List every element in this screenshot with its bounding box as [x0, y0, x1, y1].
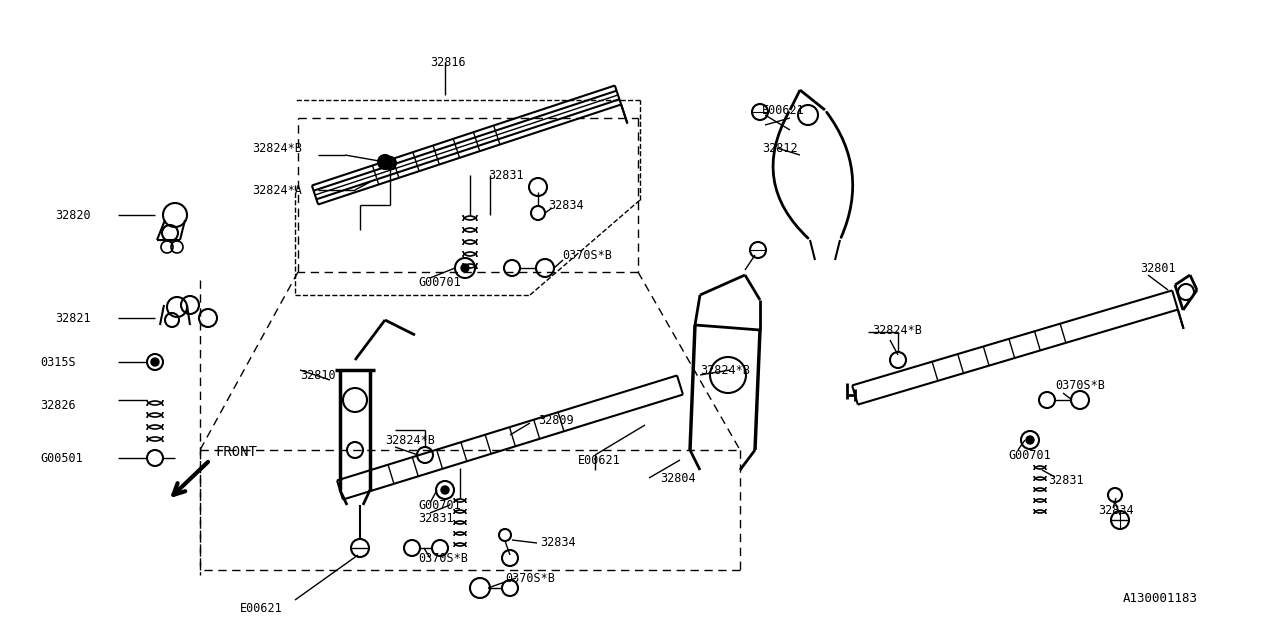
Circle shape	[151, 358, 159, 366]
Text: 0370S*B: 0370S*B	[562, 248, 612, 262]
Text: 32831: 32831	[419, 511, 453, 525]
Text: 32834: 32834	[1098, 504, 1134, 516]
Circle shape	[378, 155, 392, 169]
Text: 32804: 32804	[660, 472, 695, 484]
Text: 32824*B: 32824*B	[872, 323, 922, 337]
Text: G00701: G00701	[419, 499, 461, 511]
Text: E00621: E00621	[579, 454, 621, 467]
Circle shape	[1027, 436, 1034, 444]
Circle shape	[442, 486, 449, 494]
Text: 32824*B: 32824*B	[700, 364, 750, 376]
Text: E00621: E00621	[241, 602, 283, 614]
Text: G00701: G00701	[1009, 449, 1051, 461]
Text: A130001183: A130001183	[1123, 591, 1198, 605]
Text: 0370S*B: 0370S*B	[419, 552, 468, 564]
Text: FRONT: FRONT	[215, 445, 257, 459]
Text: G00701: G00701	[419, 275, 461, 289]
Text: 32816: 32816	[430, 56, 466, 68]
Text: 0315S: 0315S	[40, 355, 76, 369]
Text: 32826: 32826	[40, 399, 76, 412]
Text: 32810: 32810	[300, 369, 335, 381]
Text: G00501: G00501	[40, 451, 83, 465]
Text: 32801: 32801	[1140, 262, 1175, 275]
Text: 32824*A: 32824*A	[252, 184, 302, 196]
Text: 32831: 32831	[1048, 474, 1084, 486]
Text: 32834: 32834	[540, 536, 576, 550]
Text: 32821: 32821	[55, 312, 91, 324]
Text: 0370S*B: 0370S*B	[506, 572, 554, 584]
Circle shape	[461, 264, 468, 272]
Text: 0370S*B: 0370S*B	[1055, 378, 1105, 392]
Text: E00621: E00621	[762, 104, 805, 116]
Text: 32834: 32834	[548, 198, 584, 211]
Text: 32831: 32831	[488, 168, 524, 182]
Text: 32824*B: 32824*B	[252, 141, 302, 154]
Text: 32824*B: 32824*B	[385, 433, 435, 447]
Text: 32809: 32809	[538, 413, 573, 426]
Text: 32820: 32820	[55, 209, 91, 221]
Text: 32812: 32812	[762, 141, 797, 154]
